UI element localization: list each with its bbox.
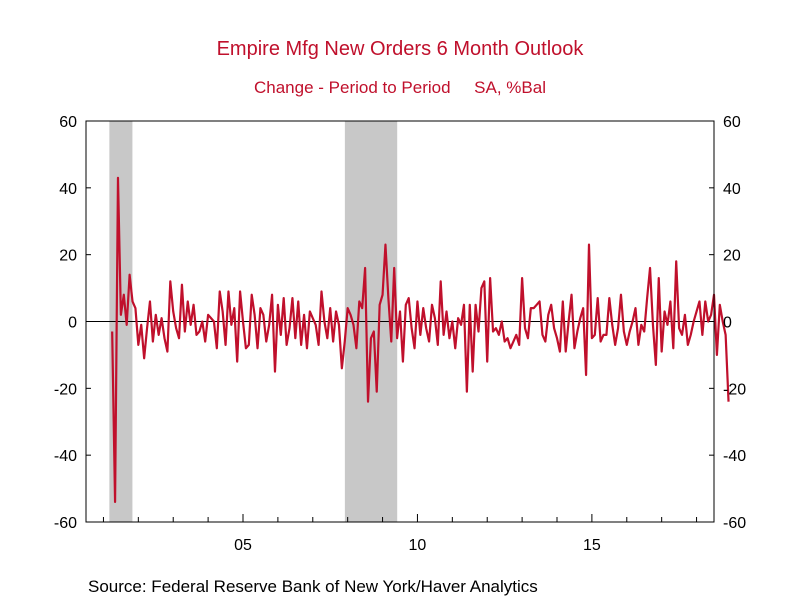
y-tick-label-right: 20 bbox=[723, 248, 741, 265]
x-tick-label: 05 bbox=[234, 537, 252, 554]
y-tick-label-right: -20 bbox=[723, 381, 746, 398]
y-tick-label-right: 60 bbox=[723, 114, 741, 131]
y-tick-label-left: -60 bbox=[54, 515, 77, 532]
chart-title: Empire Mfg New Orders 6 Month Outlook bbox=[216, 38, 584, 60]
series-line-1 bbox=[111, 176, 730, 504]
y-tick-label-left: 40 bbox=[59, 181, 77, 198]
y-tick-label-right: 40 bbox=[723, 181, 741, 198]
axes: 60 60 40 40 20 20 0 0 -20 -20 -40 -40 -60 -60 05 10 15 bbox=[54, 114, 746, 554]
y-tick-label-left: 60 bbox=[59, 114, 77, 131]
chart-subtitle: Change - Period to Period SA, %Bal bbox=[254, 78, 546, 97]
y-tick-label-right: 0 bbox=[723, 315, 732, 332]
y-tick-label-left: 0 bbox=[68, 315, 77, 332]
x-tick-label: 15 bbox=[583, 537, 601, 554]
y-tick-label-left: -40 bbox=[54, 448, 77, 465]
series-layer bbox=[111, 176, 730, 504]
y-tick-label-right: -60 bbox=[723, 515, 746, 532]
source-note: Source: Federal Reserve Bank of New York… bbox=[88, 577, 538, 596]
y-tick-label-left: -20 bbox=[54, 381, 77, 398]
y-tick-label-right: -40 bbox=[723, 448, 746, 465]
y-tick-label-left: 20 bbox=[59, 248, 77, 265]
x-tick-label: 10 bbox=[409, 537, 427, 554]
